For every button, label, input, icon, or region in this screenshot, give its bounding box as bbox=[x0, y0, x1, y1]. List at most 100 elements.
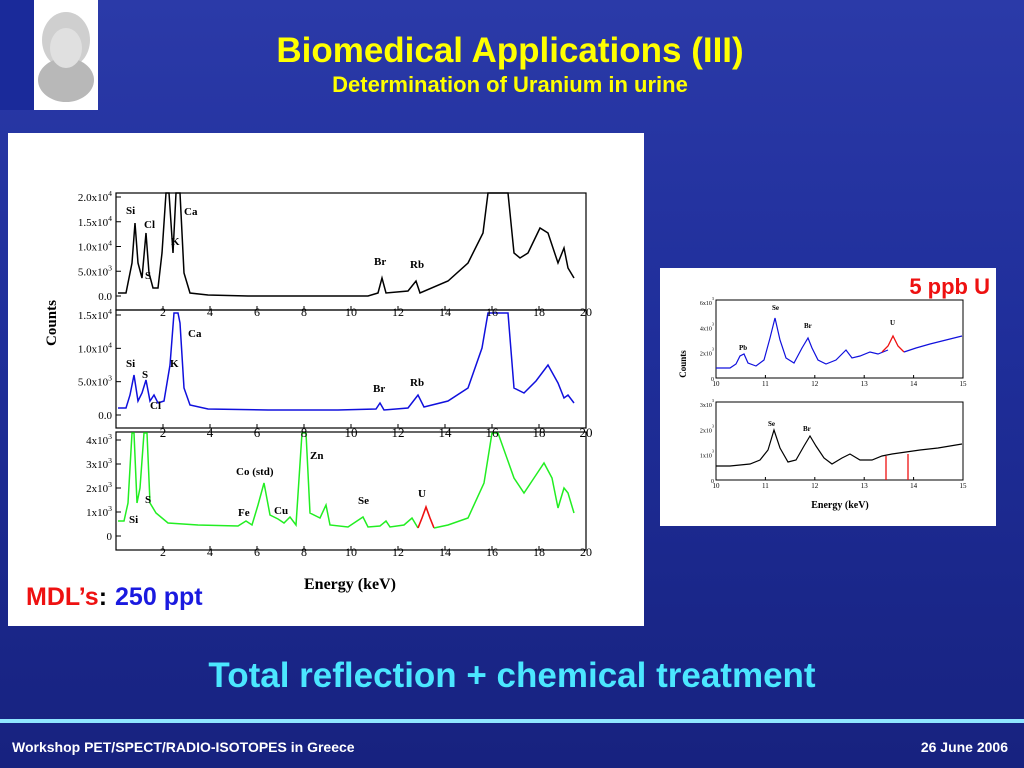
panel2-peak-label: K bbox=[170, 358, 179, 370]
panel1-peak-label: Si bbox=[126, 205, 135, 217]
inset-x-tick-label: 13 bbox=[861, 482, 869, 490]
x-tick-label: 18 bbox=[533, 425, 546, 440]
panel3-peak-label: U bbox=[418, 488, 426, 500]
x-tick-label: 8 bbox=[301, 425, 308, 440]
x-tick-label: 16 bbox=[486, 305, 498, 319]
footer-workshop: Workshop PET/SPECT/RADIO-ISOTOPES in Gre… bbox=[12, 739, 355, 755]
x-tick-label: 2 bbox=[160, 305, 166, 319]
inset-top-peak-label: U bbox=[890, 319, 895, 327]
inset-top-spectrum-line-tail bbox=[903, 335, 963, 353]
inset-bottom-y-tick-label: 3x103 bbox=[700, 398, 714, 409]
panel1-peak-label: Cl bbox=[144, 219, 155, 231]
x-tick-label: 14 bbox=[439, 425, 453, 440]
x-tick-label: 20 bbox=[580, 425, 593, 440]
panel3-peak-label: S bbox=[145, 494, 151, 506]
inset-x-tick-label: 14 bbox=[910, 482, 918, 490]
x-tick-label: 18 bbox=[533, 305, 545, 319]
x-tick-label: 18 bbox=[533, 545, 545, 559]
x-tick-label: 16 bbox=[486, 545, 498, 559]
inset-top-frame bbox=[715, 299, 964, 379]
inset-spectrum-figure: 5 ppb U Counts Energy (keV) 10 11 12 13 14 15… bbox=[660, 268, 996, 526]
inset-top-peak-label: Pb bbox=[739, 344, 747, 352]
x-tick-label: 8 bbox=[301, 305, 307, 319]
panel2-y-tick-label: 5.0x103 bbox=[78, 374, 112, 389]
title-block: Biomedical Applications (III) Determinat… bbox=[110, 30, 910, 98]
inset-x-tick-label: 11 bbox=[762, 380, 769, 388]
inset-bottom-y-tick-label: 1x103 bbox=[700, 449, 714, 460]
x-tick-label: 20 bbox=[580, 545, 592, 559]
slide-title: Biomedical Applications (III) bbox=[276, 31, 744, 70]
panel1-y-tick-label: 1.0x104 bbox=[78, 239, 112, 254]
x-tick-label: 4 bbox=[207, 425, 214, 440]
x-tick-label: 14 bbox=[439, 545, 451, 559]
inset-bottom-spectrum-line bbox=[716, 428, 963, 467]
panel3-y-tick-label: 2x103 bbox=[86, 480, 112, 495]
x-tick-label: 2 bbox=[160, 425, 167, 440]
inset-x-tick-label: 13 bbox=[861, 380, 869, 388]
inset-top-y-tick-label: 4x103 bbox=[700, 321, 714, 332]
inset-bottom-y-tick-label: 2x103 bbox=[700, 423, 714, 434]
inset-top-peak-label: Se bbox=[772, 304, 779, 312]
inset-spectrum-svg: 5 ppb U Counts Energy (keV) 10 11 12 13 14 15… bbox=[678, 274, 990, 511]
panel1-y-tick-label: 5.0x103 bbox=[78, 263, 112, 278]
inset-bottom-frame bbox=[715, 401, 964, 481]
x-tick-label: 6 bbox=[254, 425, 261, 440]
bottom-caption: Total reflection + chemical treatment bbox=[208, 656, 816, 695]
institute-logo: ΔΗ ΜΟ ΚΡΙ ΤΟΣ bbox=[0, 0, 98, 110]
panel3-peak-label: Co (std) bbox=[236, 466, 274, 478]
inset-bottom-peak-label: Se bbox=[768, 420, 775, 428]
main-y-axis-title: Counts bbox=[44, 300, 60, 346]
panel1-peak-label: S bbox=[145, 270, 151, 282]
panel1-peak-label: K bbox=[171, 236, 180, 248]
panel2-y-tick-label: 1.0x104 bbox=[78, 340, 112, 355]
inset-top-uranium-line bbox=[881, 334, 905, 353]
x-tick-label: 6 bbox=[254, 305, 260, 319]
x-tick-label: 4 bbox=[207, 305, 213, 319]
main-x-axis-title: Energy (keV) bbox=[304, 576, 396, 593]
inset-x-tick-label: 11 bbox=[762, 482, 769, 490]
panel3-y-tick-label: 3x103 bbox=[86, 456, 112, 471]
x-tick-label: 12 bbox=[392, 545, 404, 559]
x-tick-label: 8 bbox=[301, 545, 307, 559]
inset-x-axis-title: Energy (keV) bbox=[811, 500, 869, 511]
logo-graphic: ΔΗ ΜΟ ΚΡΙ ΤΟΣ bbox=[0, 0, 94, 110]
panel1-peak-label: Rb bbox=[410, 259, 424, 271]
panel2-peak-label: Si bbox=[126, 358, 135, 370]
inset-x-tick-label: 12 bbox=[811, 380, 819, 388]
x-tick-label: 2 bbox=[160, 545, 166, 559]
inset-top-peak-label: Br bbox=[804, 322, 812, 330]
panel3-peak-label: Zn bbox=[310, 450, 323, 462]
mdl-label: MDL’s bbox=[26, 583, 99, 611]
panel3-spectrum-line bbox=[118, 432, 419, 529]
panel3-uranium-peak-line bbox=[417, 504, 435, 529]
footer-date: 26 June 2006 bbox=[920, 739, 1008, 755]
inset-x-tick-label: 15 bbox=[960, 482, 968, 490]
mdl-annotation: MDL’s: 250 ppt bbox=[26, 583, 203, 611]
mdl-colon: : bbox=[99, 583, 107, 611]
inset-x-tick-label: 14 bbox=[910, 380, 918, 388]
slide-subtitle: Determination of Uranium in urine bbox=[332, 72, 688, 97]
panel2-y-tick-label: 0.0 bbox=[98, 410, 112, 422]
panel1-y-tick-label: 0.0 bbox=[98, 291, 112, 303]
panel3-y-tick-label: 0 bbox=[107, 531, 113, 543]
panel3-spectrum-line-continued bbox=[433, 432, 575, 529]
panel2-peak-label: Cl bbox=[150, 400, 161, 412]
panel2-peak-label: Br bbox=[373, 383, 385, 395]
panel2-spectrum-line bbox=[118, 312, 575, 411]
inset-x-tick-label: 15 bbox=[960, 380, 968, 388]
panel1-y-tick-label: 2.0x104 bbox=[78, 189, 112, 204]
x-tick-label: 16 bbox=[486, 425, 500, 440]
mdl-value: 250 ppt bbox=[115, 583, 203, 611]
x-tick-label: 12 bbox=[392, 305, 404, 319]
inset-top-y-tick-label: 6x103 bbox=[700, 296, 714, 307]
inset-x-tick-label: 10 bbox=[713, 482, 721, 490]
inset-annotation-5ppb: 5 ppb U bbox=[909, 274, 990, 299]
main-spectrum-figure: Counts Energy (keV) MDL’s: 250 ppt 2 4 6 8 10… bbox=[8, 133, 644, 626]
panel3-peak-label: Fe bbox=[238, 507, 250, 519]
x-tick-label: 4 bbox=[207, 545, 213, 559]
inset-x-tick-label: 12 bbox=[811, 482, 819, 490]
panel3-peak-label: Se bbox=[358, 495, 369, 507]
inset-x-tick-label: 10 bbox=[713, 380, 721, 388]
inset-top-spectrum-line bbox=[716, 317, 889, 369]
panel2-peak-label: S bbox=[142, 369, 148, 381]
